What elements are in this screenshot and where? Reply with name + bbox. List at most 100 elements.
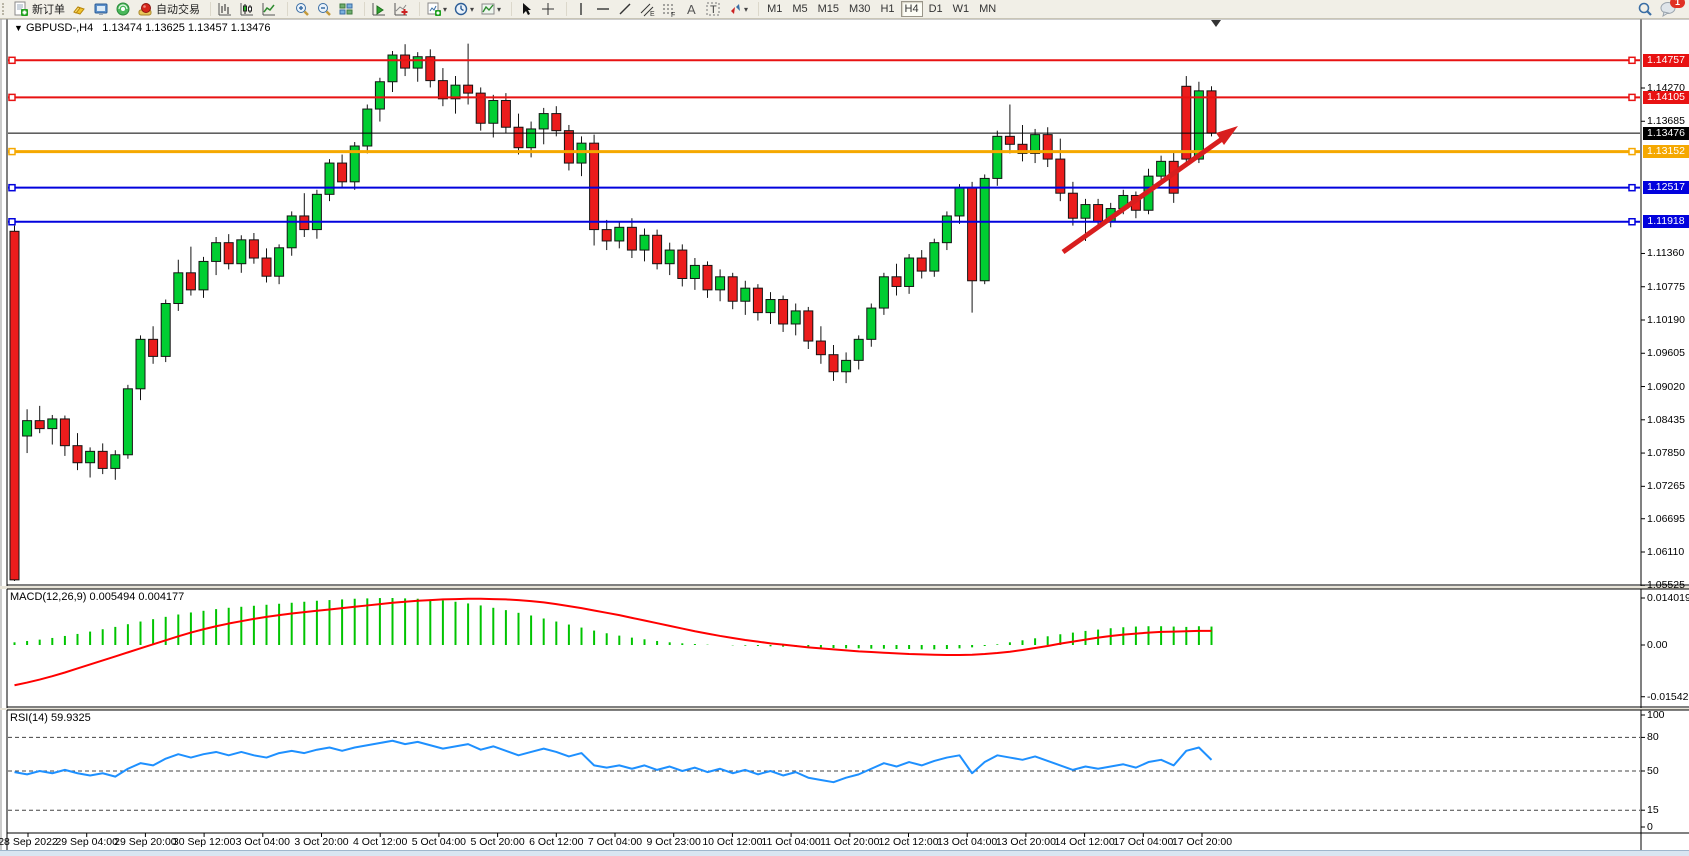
candle-body <box>387 54 398 83</box>
signal-icon <box>115 1 131 17</box>
candle-body <box>299 215 310 231</box>
time-tick-label: 29 Sep 04:00 <box>55 836 118 848</box>
text-label-button[interactable]: T <box>703 1 723 17</box>
candle-body <box>1067 192 1078 219</box>
fibonacci-button[interactable]: F <box>659 1 679 17</box>
indicator-window-icon <box>371 1 387 17</box>
time-tick-label: 12 Oct 12:00 <box>878 836 939 848</box>
toolbar-separator <box>204 2 211 16</box>
zoom-out-button[interactable] <box>314 1 334 17</box>
toolbar-grip[interactable] <box>2 3 8 15</box>
autotrade-icon <box>137 1 153 17</box>
candle-body <box>1181 85 1192 160</box>
timeframe-button-MN[interactable]: MN <box>979 3 997 15</box>
candle-body <box>992 135 1003 179</box>
templates-button[interactable]: ▾ <box>478 1 503 17</box>
candles-icon <box>239 1 255 17</box>
candle-body <box>677 249 688 279</box>
candle-body <box>488 100 499 124</box>
text-button[interactable]: A <box>681 1 701 17</box>
bar-chart-button[interactable] <box>215 1 235 17</box>
terminal-icon <box>93 1 109 17</box>
line-handle[interactable] <box>1628 147 1636 156</box>
line-handle[interactable] <box>8 93 16 102</box>
line-handle[interactable] <box>8 217 16 226</box>
candlestick-chart-button[interactable] <box>237 1 257 17</box>
candle-body <box>828 354 839 373</box>
new-chart-button[interactable]: ▾ <box>424 1 449 17</box>
timeframe-button-M5[interactable]: M5 <box>792 3 808 15</box>
quote-bar[interactable]: ▼ GBPUSD-,H4 1.13474 1.13625 1.13457 1.1… <box>14 22 271 34</box>
line-handle[interactable] <box>1628 217 1636 226</box>
equidistant-channel-button[interactable]: E <box>637 1 657 17</box>
timeframe-button-M30[interactable]: M30 <box>849 3 871 15</box>
cursor-button[interactable] <box>516 1 536 17</box>
rsi-indicator-label: RSI(14) 59.9325 <box>10 712 91 724</box>
community-button[interactable]: 1 <box>1657 0 1685 17</box>
trend-arrow-head[interactable] <box>1216 126 1238 145</box>
arrows-icon <box>727 1 743 17</box>
terminal-button[interactable] <box>91 1 111 17</box>
rsi-tick-label: 80 <box>1647 731 1659 744</box>
line-handle[interactable] <box>1628 93 1636 102</box>
toolbar-separator <box>413 2 420 16</box>
time-tick-label: 10 Oct 12:00 <box>702 836 763 848</box>
panel-splitter[interactable] <box>0 708 1689 710</box>
vertical-line-icon <box>573 1 589 17</box>
candle-body <box>1093 204 1104 223</box>
price-tick-label: 1.06695 <box>1647 512 1685 525</box>
indicator-window-button[interactable] <box>369 1 389 17</box>
candle-body <box>160 303 171 357</box>
macd-tick-label: -0.015428 <box>1647 690 1689 703</box>
algo-trading-button[interactable]: 自动交易 <box>135 1 202 17</box>
line-handle[interactable] <box>8 183 16 192</box>
vertical-line-button[interactable] <box>571 1 591 17</box>
trendline-button[interactable] <box>615 1 635 17</box>
time-tick-label: 30 Sep 12:00 <box>172 836 236 848</box>
line-chart-button[interactable] <box>259 1 279 17</box>
horizontal-line-button[interactable] <box>593 1 613 17</box>
line-handle[interactable] <box>1628 56 1636 65</box>
candle-body <box>248 239 259 259</box>
line-handle[interactable] <box>8 147 16 156</box>
toolbar-separator <box>281 2 288 16</box>
line-handle[interactable] <box>8 56 16 65</box>
candle-body <box>526 128 537 149</box>
chart-shift-marker[interactable] <box>1211 20 1221 27</box>
timeframe-button-M1[interactable]: M1 <box>767 3 783 15</box>
timeframe-button-D1[interactable]: D1 <box>928 3 943 15</box>
search-icon <box>1637 1 1653 17</box>
time-tick-label: 29 Sep 20:00 <box>114 836 177 848</box>
candle-body <box>437 80 448 100</box>
bars-icon <box>217 1 233 17</box>
zoom-in-button[interactable] <box>292 1 312 17</box>
signals-button[interactable] <box>113 1 133 17</box>
tile-windows-button[interactable] <box>336 1 356 17</box>
price-tick-label: 1.09605 <box>1647 347 1685 360</box>
line-handle[interactable] <box>1628 183 1636 192</box>
crosshair-button[interactable] <box>538 1 558 17</box>
candle-body <box>589 142 600 231</box>
search-button[interactable] <box>1635 1 1655 17</box>
rsi-tick-label: 15 <box>1647 804 1659 817</box>
candle-body <box>1080 204 1091 219</box>
periods-button[interactable]: ▾ <box>451 1 476 17</box>
time-tick-label: 7 Oct 04:00 <box>587 836 643 848</box>
candle-body <box>563 130 574 164</box>
candle-body <box>841 359 852 373</box>
chart-menu-icon[interactable]: ▼ <box>14 23 23 33</box>
add-indicator-button[interactable] <box>391 1 411 17</box>
timeframe-button-W1[interactable]: W1 <box>952 3 970 15</box>
time-tick-label: 6 Oct 12:00 <box>529 836 584 848</box>
candle-body <box>374 81 385 110</box>
depth-of-market-button[interactable] <box>69 1 89 17</box>
candle-body <box>513 126 524 149</box>
timeframe-button-H1[interactable]: H1 <box>880 3 895 15</box>
new-order-button[interactable]: 新订单 <box>11 1 67 17</box>
timeframe-button-M15[interactable]: M15 <box>817 3 840 15</box>
candle-body <box>765 299 776 314</box>
arrows-button[interactable]: ▾ <box>725 1 750 17</box>
timeframe-button-H4[interactable]: H4 <box>900 1 923 17</box>
panel-splitter[interactable] <box>0 586 1689 589</box>
